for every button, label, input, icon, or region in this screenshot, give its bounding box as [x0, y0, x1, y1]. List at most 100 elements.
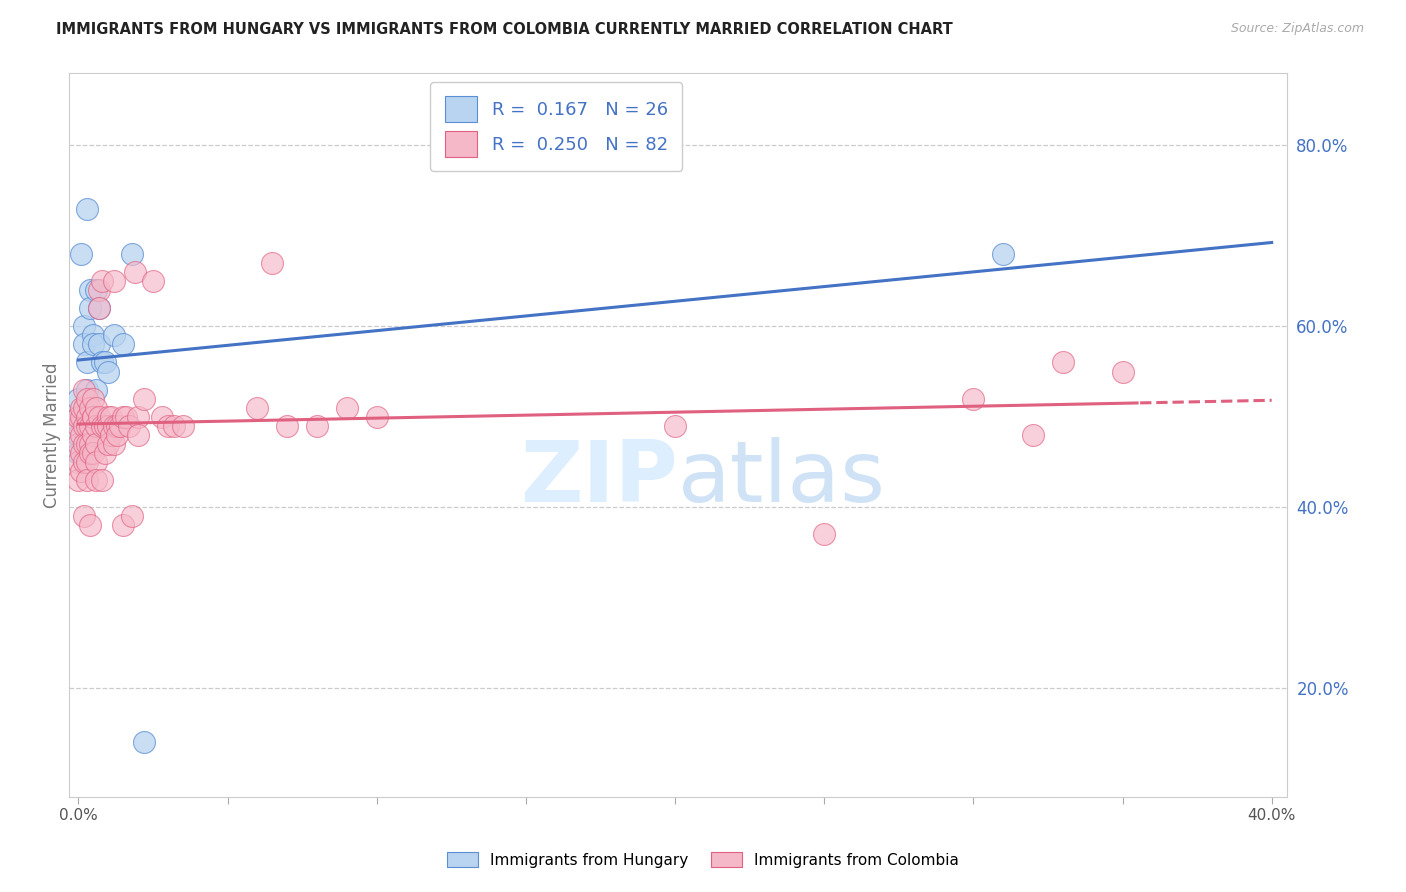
- Point: [100, 409, 122, 424]
- Point: [127, 427, 149, 442]
- Point: [962, 392, 984, 406]
- Point: [112, 337, 135, 351]
- Point: [67, 409, 90, 424]
- Point: [73, 319, 96, 334]
- Point: [70, 409, 93, 424]
- Point: [84, 418, 107, 433]
- Point: [79, 437, 101, 451]
- Point: [307, 418, 329, 433]
- Point: [82, 337, 104, 351]
- Point: [132, 392, 155, 406]
- Point: [89, 301, 111, 315]
- Point: [89, 409, 111, 424]
- Point: [91, 355, 114, 369]
- Point: [336, 401, 359, 415]
- Point: [124, 265, 146, 279]
- Point: [105, 418, 128, 433]
- Point: [76, 202, 98, 216]
- Point: [150, 409, 173, 424]
- Legend: Immigrants from Hungary, Immigrants from Colombia: Immigrants from Hungary, Immigrants from…: [441, 846, 965, 873]
- Point: [115, 409, 138, 424]
- Point: [67, 473, 90, 487]
- Point: [100, 427, 122, 442]
- Point: [70, 247, 93, 261]
- Point: [82, 328, 104, 343]
- Point: [103, 328, 125, 343]
- Point: [94, 355, 117, 369]
- Text: ZIP: ZIP: [520, 437, 678, 520]
- Point: [84, 283, 107, 297]
- Point: [79, 401, 101, 415]
- Point: [73, 401, 96, 415]
- Point: [84, 473, 107, 487]
- Point: [103, 274, 125, 288]
- Point: [246, 401, 269, 415]
- Point: [73, 383, 96, 397]
- Point: [82, 446, 104, 460]
- Point: [76, 418, 98, 433]
- Point: [84, 455, 107, 469]
- Point: [67, 392, 90, 406]
- Point: [112, 518, 135, 533]
- Point: [67, 409, 90, 424]
- Point: [121, 509, 143, 524]
- Legend: R =  0.167   N = 26, R =  0.250   N = 82: R = 0.167 N = 26, R = 0.250 N = 82: [430, 82, 682, 171]
- Point: [94, 418, 117, 433]
- Point: [73, 455, 96, 469]
- Point: [156, 418, 179, 433]
- Point: [1111, 364, 1133, 378]
- Point: [67, 418, 90, 433]
- Point: [121, 247, 143, 261]
- Point: [73, 418, 96, 433]
- Point: [118, 418, 141, 433]
- Point: [79, 446, 101, 460]
- Text: atlas: atlas: [678, 437, 886, 520]
- Point: [163, 418, 186, 433]
- Point: [366, 409, 388, 424]
- Y-axis label: Currently Married: Currently Married: [44, 362, 60, 508]
- Point: [67, 446, 90, 460]
- Point: [82, 409, 104, 424]
- Point: [89, 301, 111, 315]
- Point: [70, 427, 93, 442]
- Point: [97, 364, 120, 378]
- Point: [79, 301, 101, 315]
- Point: [73, 437, 96, 451]
- Point: [664, 418, 686, 433]
- Point: [79, 283, 101, 297]
- Point: [127, 409, 149, 424]
- Point: [262, 256, 284, 270]
- Point: [97, 437, 120, 451]
- Point: [993, 247, 1015, 261]
- Point: [73, 509, 96, 524]
- Point: [84, 401, 107, 415]
- Point: [105, 427, 128, 442]
- Point: [132, 735, 155, 749]
- Point: [82, 427, 104, 442]
- Point: [91, 274, 114, 288]
- Point: [70, 464, 93, 478]
- Point: [103, 418, 125, 433]
- Point: [76, 437, 98, 451]
- Point: [76, 455, 98, 469]
- Point: [94, 446, 117, 460]
- Point: [97, 418, 120, 433]
- Point: [70, 446, 93, 460]
- Point: [91, 418, 114, 433]
- Point: [82, 409, 104, 424]
- Point: [142, 274, 165, 288]
- Point: [79, 418, 101, 433]
- Point: [79, 518, 101, 533]
- Point: [103, 437, 125, 451]
- Point: [276, 418, 298, 433]
- Point: [76, 383, 98, 397]
- Point: [84, 383, 107, 397]
- Point: [172, 418, 194, 433]
- Point: [97, 409, 120, 424]
- Point: [67, 437, 90, 451]
- Point: [1022, 427, 1045, 442]
- Point: [1052, 355, 1074, 369]
- Point: [70, 401, 93, 415]
- Point: [108, 418, 131, 433]
- Point: [76, 409, 98, 424]
